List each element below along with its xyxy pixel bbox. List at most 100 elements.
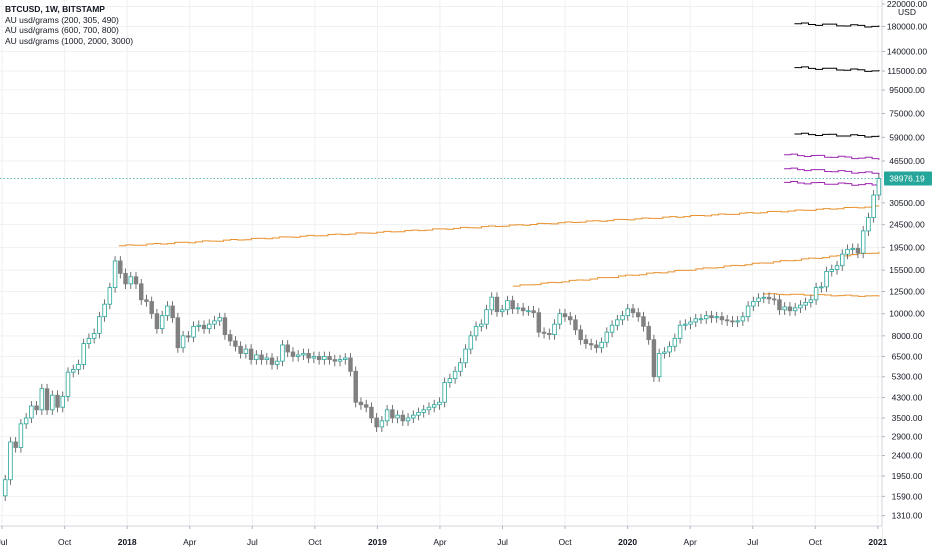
candle-up	[693, 318, 699, 323]
price-tick-label: 1310.00	[892, 511, 923, 521]
candle-down	[635, 312, 641, 318]
candle-up	[280, 344, 285, 362]
candle	[792, 303, 798, 316]
candle	[541, 327, 547, 339]
candle	[201, 320, 207, 334]
candle	[254, 350, 259, 365]
candle	[808, 294, 814, 308]
time-axis-bg	[0, 526, 882, 550]
time-tick-label: Apr	[433, 537, 446, 547]
price-tick-label: 140000.00	[887, 46, 927, 56]
time-tick-label: Apr	[183, 537, 196, 547]
candle-down	[766, 296, 772, 300]
candle	[745, 301, 751, 322]
price-tick-label: 12500.00	[889, 286, 925, 296]
candle	[238, 341, 243, 359]
price-tick-label: 5300.00	[892, 372, 923, 382]
candle-down	[290, 351, 296, 357]
candle	[343, 353, 348, 365]
au-line-1000	[763, 293, 880, 297]
candle-up	[798, 304, 803, 309]
time-tick-label: 2021	[868, 537, 887, 547]
candle-up	[552, 323, 557, 336]
symbol-title[interactable]: BTCUSD, 1W, BITSTAMP	[5, 4, 105, 14]
candle	[489, 292, 494, 315]
candle	[583, 334, 589, 349]
candle-up	[86, 337, 92, 344]
study-label-2[interactable]: AU usd/grams (600, 700, 800)	[5, 25, 119, 35]
candle-up	[840, 253, 845, 267]
candle-up	[159, 315, 165, 330]
candle	[175, 312, 181, 353]
candle-up	[866, 217, 871, 232]
study-label-1[interactable]: AU usd/grams (200, 305, 490)	[5, 14, 119, 25]
candle-down	[588, 343, 594, 346]
price-tick-label: 4300.00	[892, 393, 923, 403]
candle-down	[363, 404, 369, 408]
price-tick-label: 15500.00	[889, 265, 925, 275]
candle	[149, 296, 154, 319]
candle-up	[834, 265, 840, 270]
candle-up	[343, 357, 348, 360]
candle-up	[421, 409, 426, 413]
candle	[615, 314, 620, 331]
candle-down	[233, 340, 238, 347]
candle	[677, 320, 683, 344]
candle	[374, 413, 379, 432]
candle	[803, 297, 808, 311]
au-line-305	[794, 66, 880, 72]
study-label-3[interactable]: AU usd/grams (1000, 2000, 3000)	[5, 35, 134, 46]
candle	[662, 347, 667, 359]
candle-up	[625, 308, 630, 317]
candle	[484, 304, 489, 330]
candle-up	[683, 323, 688, 326]
candle	[709, 310, 714, 323]
candle	[102, 299, 107, 322]
au-line-600	[784, 181, 880, 186]
candle	[824, 266, 829, 292]
grid-lines	[0, 0, 882, 526]
candle-up	[112, 260, 118, 289]
candle	[573, 314, 578, 335]
candle-down	[238, 345, 243, 354]
candle-up	[871, 194, 876, 218]
candle	[672, 333, 678, 352]
price-tick-label: 2900.00	[892, 432, 923, 442]
candle	[217, 312, 222, 326]
candle-up	[8, 441, 13, 481]
candle-up	[484, 309, 489, 325]
candle	[468, 330, 474, 355]
price-tick-label: 24500.00	[889, 220, 925, 230]
candle-up	[311, 356, 317, 359]
candle-up	[29, 405, 34, 419]
price-tick-label: 75000.00	[889, 108, 925, 118]
au-line-490	[794, 22, 880, 28]
candle	[337, 354, 343, 367]
candle	[285, 340, 290, 358]
candle-down	[144, 299, 149, 302]
candle-up	[876, 178, 882, 196]
time-axis[interactable]: Jul Oct 2018 Apr Jul Oct 2019 Apr Jul Oct 2020 Apr J…	[0, 525, 888, 550]
candle	[259, 350, 264, 365]
candle-up	[829, 269, 835, 272]
candle-up	[384, 409, 390, 422]
candle-down	[149, 301, 154, 315]
candle	[693, 313, 699, 328]
candle	[159, 310, 165, 334]
candle	[452, 366, 458, 384]
candle-up	[264, 357, 270, 360]
candle-up	[751, 301, 756, 307]
candle-up	[599, 341, 604, 349]
candle-up	[745, 305, 751, 318]
candle-down	[55, 394, 60, 408]
candle	[322, 351, 327, 365]
candle-up	[411, 414, 416, 419]
candle	[144, 294, 149, 307]
candle	[463, 344, 468, 368]
candle-down	[777, 299, 782, 311]
candle-up	[301, 353, 306, 356]
candle-up	[463, 348, 468, 364]
legend: BTCUSD, 1W, BITSTAMP AU usd/grams (200, …	[5, 4, 133, 46]
